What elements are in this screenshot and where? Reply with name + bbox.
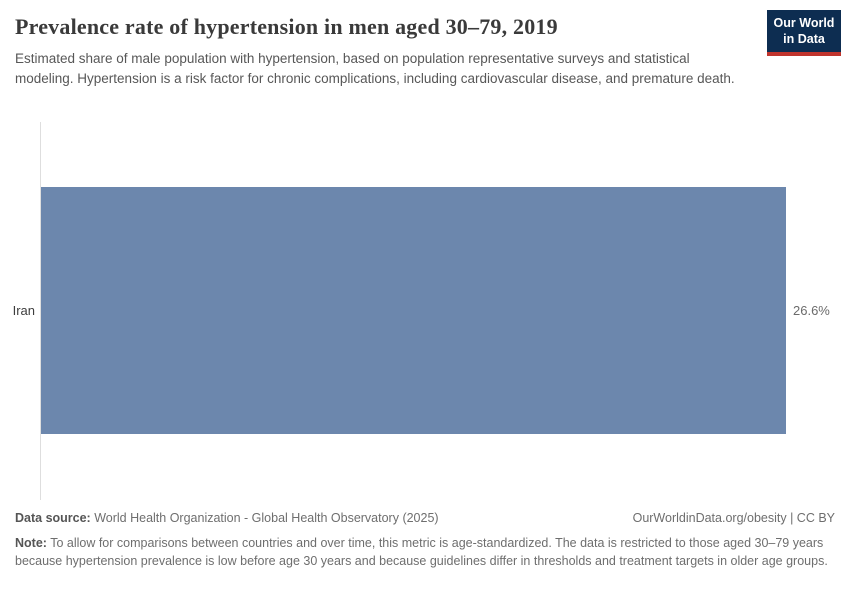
note-label: Note: bbox=[15, 536, 47, 550]
y-axis-line bbox=[40, 122, 41, 500]
category-label-iran: Iran bbox=[12, 303, 35, 318]
value-label-iran: 26.6% bbox=[793, 303, 830, 318]
data-source-text: Data source: World Health Organization -… bbox=[15, 511, 439, 525]
owid-license-link[interactable]: OurWorldinData.org/obesity | CC BY bbox=[632, 511, 835, 525]
footnote: Note: To allow for comparisons between c… bbox=[15, 534, 835, 570]
chart-header: Prevalence rate of hypertension in men a… bbox=[15, 14, 835, 88]
chart-subtitle: Estimated share of male population with … bbox=[15, 51, 735, 86]
bar-chart: Iran 26.6% bbox=[12, 122, 835, 500]
source-row: Data source: World Health Organization -… bbox=[15, 511, 835, 525]
page-title: Prevalence rate of hypertension in men a… bbox=[15, 14, 558, 39]
bar-iran[interactable] bbox=[41, 187, 786, 434]
owid-logo-line1: Our World bbox=[773, 16, 835, 30]
owid-logo-line2: in Data bbox=[783, 31, 825, 46]
data-source-label: Data source: bbox=[15, 511, 91, 525]
note-text: To allow for comparisons between countri… bbox=[15, 536, 828, 569]
owid-logo[interactable]: Our World in Data bbox=[767, 10, 841, 57]
chart-footer: Data source: World Health Organization -… bbox=[15, 511, 835, 570]
plot-area: 26.6% bbox=[41, 187, 830, 434]
data-source-value: World Health Organization - Global Healt… bbox=[90, 511, 439, 525]
